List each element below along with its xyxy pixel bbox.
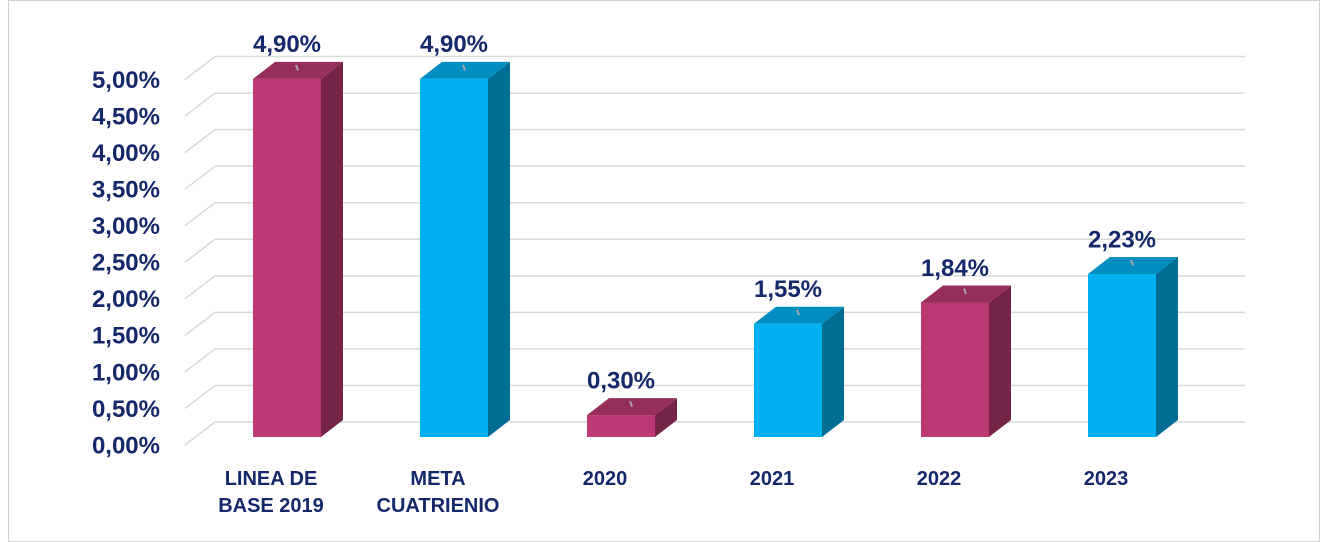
x-tick-label: 2022 [916, 468, 962, 490]
bar-side [488, 61, 510, 437]
y-tick-label: 5,00% [92, 67, 160, 94]
bar [587, 415, 655, 437]
label-leader [462, 64, 466, 71]
y-tick-label: 0,50% [92, 396, 160, 423]
bar [1088, 274, 1156, 437]
x-tick-label: 2023 [1083, 468, 1129, 490]
value-label: 0,30% [587, 367, 655, 394]
value-label: 1,84% [921, 255, 989, 282]
y-tick-label: 1,00% [92, 359, 160, 386]
y-tick-label: 2,50% [92, 250, 160, 277]
value-label: 1,55% [754, 276, 822, 303]
bar [921, 302, 989, 437]
label-leader [796, 309, 800, 316]
wall-line [184, 238, 216, 263]
x-tick-label: LINEA DE BASE 2019 [218, 468, 324, 517]
x-tick-label: 2021 [749, 468, 795, 490]
bar-side [1156, 257, 1178, 437]
wall-line [184, 275, 216, 300]
x-tick-label: META CUATRIENIO [376, 468, 500, 517]
value-label: 2,23% [1088, 226, 1156, 253]
label-leader [1130, 259, 1134, 266]
y-tick-label: 4,50% [92, 103, 160, 130]
y-tick-label: 0,00% [92, 432, 160, 459]
wall-line [184, 55, 216, 81]
wall-line [184, 92, 216, 117]
bar [754, 323, 822, 437]
wall-line [184, 165, 216, 190]
label-leader [963, 288, 967, 295]
value-label: 4,90% [253, 31, 321, 58]
bar [420, 78, 488, 437]
label-leader [629, 400, 633, 407]
bar-side [822, 306, 844, 437]
bar-side [655, 398, 677, 437]
wall-line [184, 311, 216, 336]
x-tick-label: 2020 [582, 468, 628, 490]
wall-line [184, 129, 216, 154]
label-leader [295, 64, 299, 71]
bar-side [321, 61, 343, 437]
bar-side [989, 285, 1011, 437]
value-label: 4,90% [420, 31, 488, 58]
wall-line [184, 421, 216, 446]
y-tick-label: 2,00% [92, 286, 160, 313]
bar [253, 78, 321, 437]
y-tick-label: 3,50% [92, 177, 160, 204]
y-tick-label: 3,00% [92, 213, 160, 240]
y-tick-label: 1,50% [92, 323, 160, 350]
y-tick-label: 4,00% [92, 140, 160, 167]
wall-line [184, 384, 216, 410]
wall-line [184, 348, 216, 373]
wall-line [184, 202, 216, 227]
